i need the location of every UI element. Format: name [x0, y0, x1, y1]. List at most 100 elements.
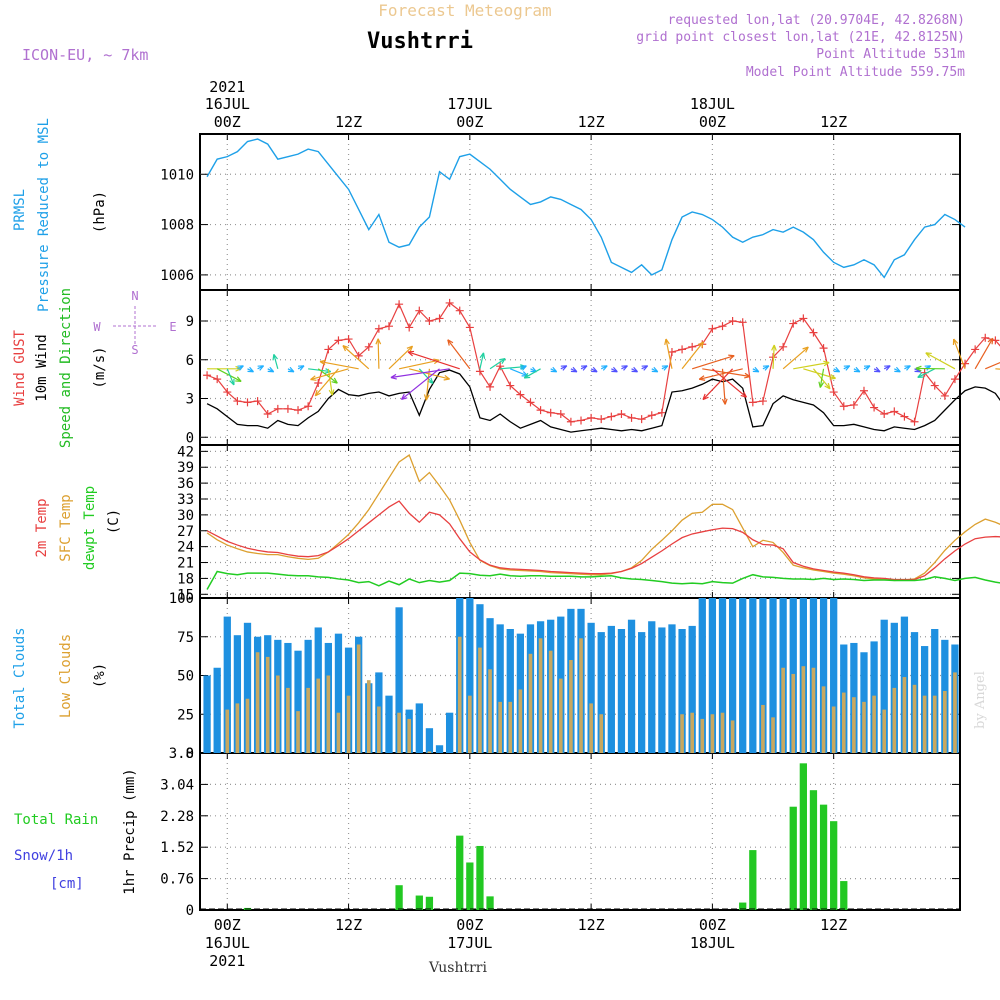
low-cloud-bar: [569, 660, 573, 753]
gust-marker: [233, 397, 242, 406]
gust-marker: [465, 323, 474, 332]
wind-arrow: [447, 339, 471, 370]
gust-marker: [344, 335, 353, 344]
total-cloud-bar: [698, 598, 706, 753]
gust-marker: [940, 391, 949, 400]
wind-arrowhead: [661, 365, 669, 371]
wind-arrow: [721, 368, 726, 405]
requested-coords: requested lon,lat (20.9704E, 42.8268N): [668, 13, 965, 28]
t2m-line: [206, 500, 1000, 581]
wind-arrowhead: [267, 366, 275, 373]
total-cloud-bar: [819, 598, 828, 753]
time-bottom-date: 16JUL: [205, 934, 250, 952]
total-cloud-bar: [658, 627, 666, 753]
gust-marker: [395, 300, 404, 309]
wind-arrow: [489, 358, 506, 370]
gust-marker: [486, 382, 495, 391]
time-bottom-hour: 12Z: [820, 916, 847, 934]
rain-bar: [840, 881, 848, 910]
gust-marker: [243, 398, 252, 407]
total-cloud-bar: [728, 598, 737, 753]
gust-marker: [364, 342, 373, 351]
wind-arrowhead: [915, 365, 922, 372]
rain-bar: [739, 902, 747, 910]
low-cloud-bar: [528, 653, 533, 753]
wind-arrowhead: [925, 352, 932, 358]
cloud-panel-labels: Total Clouds Low Clouds: [12, 627, 74, 728]
sfc-temp-line: [206, 454, 1000, 582]
low-cloud-bar: [862, 701, 866, 753]
wind-arrowhead: [829, 374, 836, 380]
low-cloud-bar: [316, 678, 321, 753]
time-top-hour: 12Z: [335, 113, 362, 131]
cloud-ytick-label: 75: [177, 630, 194, 646]
gust-marker: [314, 379, 323, 387]
wind-arrowhead: [771, 344, 777, 351]
gust-marker: [374, 324, 383, 333]
gust-marker: [263, 410, 272, 418]
wind-arrowhead: [818, 381, 825, 388]
low-cloud-bar: [841, 692, 846, 753]
gust-marker: [617, 410, 626, 418]
gust-marker: [688, 342, 697, 351]
low-cloud-bar: [700, 718, 705, 753]
low-cloud-bar: [457, 636, 462, 753]
wind-arrowhead: [390, 373, 397, 380]
time-bottom-hour: 00Z: [214, 916, 241, 934]
low-cloud-bar: [589, 703, 593, 753]
wind-arrow: [681, 341, 704, 370]
wind-arrow: [310, 368, 349, 381]
wind-arrowhead: [833, 366, 841, 373]
low-cloud-bar: [518, 689, 523, 753]
rain-bar: [425, 896, 434, 910]
dewpoint-line: [206, 570, 1000, 590]
gust-marker: [334, 336, 343, 345]
wind-arrowhead: [298, 365, 305, 371]
gust-marker: [647, 411, 656, 420]
total-cloud-bar: [830, 598, 838, 753]
total-cloud-bar: [385, 695, 393, 753]
time-top-year: 2021: [209, 78, 245, 96]
low-cloud-bar: [346, 695, 351, 753]
total-cloud-bar: [223, 616, 231, 753]
wind-arrowhead: [843, 365, 851, 371]
rain-bar: [819, 804, 828, 910]
wind-arrowhead: [702, 393, 709, 401]
wind-arrow: [917, 368, 936, 378]
time-top-hour: 00Z: [214, 113, 241, 131]
time-bottom-hour: 00Z: [456, 916, 483, 934]
wind-arrowhead: [560, 365, 568, 371]
compass-cross: [113, 306, 157, 346]
wind-arrow: [995, 368, 1000, 370]
gust-marker: [718, 322, 727, 331]
low-cloud-bar: [710, 714, 715, 753]
gust-marker: [880, 410, 889, 418]
total-cloud-bar: [607, 625, 615, 753]
wind-arrowhead: [400, 393, 408, 401]
cloud-ytick-label: 0: [186, 746, 194, 762]
time-top-hour: 00Z: [699, 113, 726, 131]
wind-arrow: [793, 361, 830, 370]
rain-bar: [830, 821, 838, 910]
wind-arrowhead: [310, 375, 317, 381]
gust-marker: [324, 345, 333, 354]
wind-arrowhead: [641, 365, 649, 371]
wind-arrowhead: [443, 374, 450, 381]
gust-marker: [809, 328, 818, 337]
total-cloud-bar: [445, 712, 454, 753]
gust-marker: [961, 359, 970, 368]
temp-ytick-label: 27: [177, 524, 194, 540]
wind-arrowhead: [247, 366, 254, 373]
rain-bar: [799, 763, 807, 910]
low-cloud-bar: [882, 709, 887, 753]
total-cloud-bar: [203, 675, 211, 753]
wind-arrow: [388, 345, 413, 370]
wind-arrowhead: [651, 366, 659, 373]
total-cloud-bar: [617, 629, 626, 753]
gust-line: [206, 302, 1000, 423]
low-cloud-bar: [265, 656, 270, 753]
precip-ytick-label: 1.52: [160, 840, 194, 856]
wind-arrowhead: [721, 398, 728, 405]
total-cloud-bar: [627, 619, 636, 753]
total-cloud-bar: [739, 598, 747, 753]
